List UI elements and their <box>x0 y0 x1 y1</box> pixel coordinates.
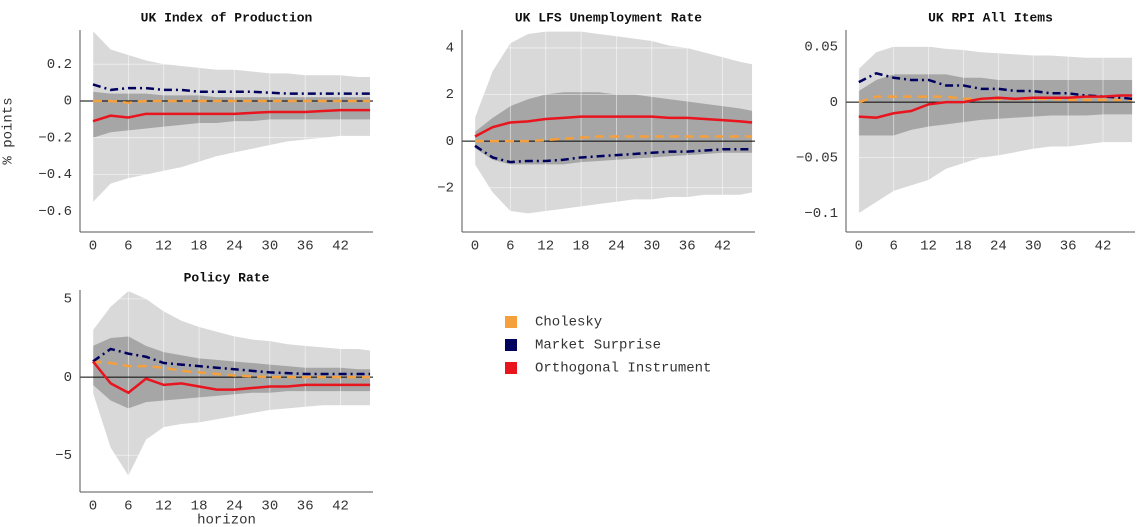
x-tick-label: 30 <box>261 239 278 255</box>
series-line <box>92 99 371 105</box>
y-tick-label: −0.2 <box>38 130 72 146</box>
x-tick-label: 42 <box>1095 239 1112 255</box>
legend-label: Market Surprise <box>535 338 661 354</box>
x-axis-label: horizon <box>197 513 256 527</box>
chart-title: UK LFS Unemployment Rate <box>515 10 702 25</box>
series-line <box>474 115 753 138</box>
x-tick-label: 12 <box>155 499 172 515</box>
x-tick-label: 36 <box>297 499 314 515</box>
x-tick-label: 12 <box>920 239 937 255</box>
x-tick-label: 36 <box>1060 239 1077 255</box>
x-tick-label: 24 <box>608 239 625 255</box>
x-tick-label: 0 <box>471 239 479 255</box>
series-line <box>474 144 753 164</box>
panel <box>846 30 1135 232</box>
x-tick-label: 42 <box>332 239 349 255</box>
legend-swatch <box>505 339 517 351</box>
y-axis-label: % points <box>1 97 17 164</box>
y-tick-label: 2 <box>446 87 454 103</box>
x-tick-label: 18 <box>191 499 208 515</box>
x-tick-label: 36 <box>297 239 314 255</box>
confidence-band <box>858 74 1133 136</box>
x-tick-label: 12 <box>537 239 554 255</box>
x-tick-label: 30 <box>643 239 660 255</box>
panel <box>80 30 373 232</box>
x-tick-label: 12 <box>155 239 172 255</box>
y-tick-label: 0 <box>446 134 454 150</box>
chart-title: UK RPI All Items <box>928 10 1053 25</box>
y-tick-label: 5 <box>64 292 72 308</box>
series-line <box>92 108 371 123</box>
y-tick-label: −2 <box>437 180 454 196</box>
x-tick-label: 18 <box>955 239 972 255</box>
y-tick-label: −5 <box>55 448 72 464</box>
chart-title: UK Index of Production <box>141 10 313 25</box>
x-tick-label: 24 <box>226 239 243 255</box>
x-tick-label: 42 <box>332 499 349 515</box>
x-tick-label: 6 <box>124 239 132 255</box>
x-tick-label: 0 <box>89 499 97 515</box>
legend-swatch <box>505 362 517 374</box>
legend-label: Cholesky <box>535 315 602 331</box>
y-tick-label: 0.05 <box>804 39 838 55</box>
x-tick-label: 36 <box>679 239 696 255</box>
panel <box>462 30 755 232</box>
y-tick-label: 4 <box>446 41 454 57</box>
y-tick-label: 0 <box>64 94 72 110</box>
y-tick-label: −0.4 <box>38 167 72 183</box>
y-tick-label: −0.1 <box>804 206 838 222</box>
legend-swatch <box>505 316 517 328</box>
x-tick-label: 30 <box>1025 239 1042 255</box>
x-tick-label: 6 <box>124 499 132 515</box>
x-tick-label: 24 <box>226 499 243 515</box>
x-tick-label: 6 <box>889 239 897 255</box>
series-line <box>92 360 371 379</box>
x-tick-label: 18 <box>573 239 590 255</box>
y-tick-label: 0 <box>64 370 72 386</box>
x-tick-label: 6 <box>506 239 514 255</box>
series-line <box>92 83 371 95</box>
x-tick-label: 24 <box>990 239 1007 255</box>
y-tick-label: −0.6 <box>38 204 72 220</box>
series-line <box>91 360 371 395</box>
x-tick-label: 0 <box>89 239 97 255</box>
x-tick-label: 0 <box>855 239 863 255</box>
series-line <box>92 347 371 376</box>
confidence-band <box>474 92 753 165</box>
y-tick-label: 0 <box>830 95 838 111</box>
x-tick-label: 30 <box>261 499 278 515</box>
series-line <box>474 135 753 143</box>
x-tick-label: 42 <box>714 239 731 255</box>
panel <box>80 290 373 492</box>
chart-title: Policy Rate <box>184 270 270 285</box>
confidence-band <box>92 336 371 409</box>
y-tick-label: 0.2 <box>47 57 72 73</box>
x-tick-label: 18 <box>191 239 208 255</box>
series-line <box>858 94 1133 119</box>
y-tick-label: −0.05 <box>796 150 838 166</box>
legend-label: Orthogonal Instrument <box>535 361 711 377</box>
